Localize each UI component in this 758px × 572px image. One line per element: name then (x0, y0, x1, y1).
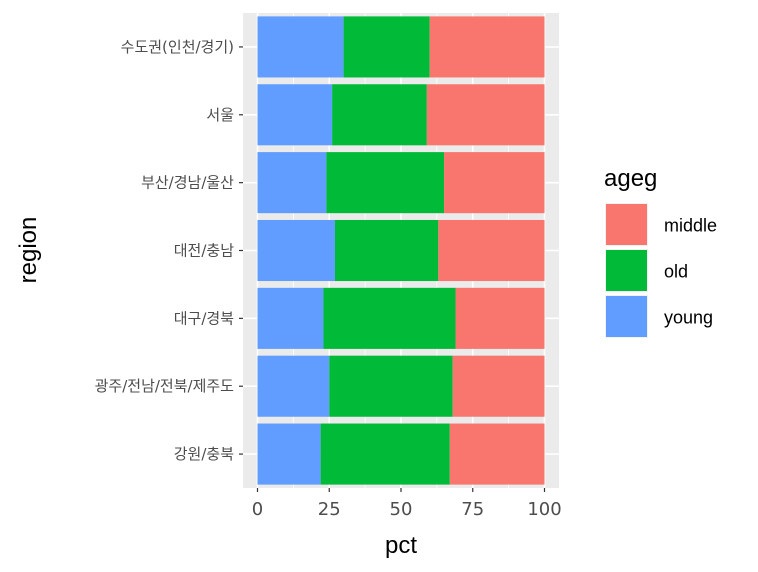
bar-segment-middle (438, 219, 545, 282)
bar-segment-young (257, 287, 324, 349)
bar-segment-old (326, 152, 445, 214)
bar-segment-middle (426, 84, 545, 146)
x-tick-label: 100 (527, 499, 561, 520)
y-tick-label: 강원/충북 (174, 445, 234, 463)
legend-key-middle (606, 204, 647, 245)
legend-label-young: young (664, 308, 713, 328)
y-tick-label: 수도권(인천/경기) (121, 38, 234, 56)
bar-segment-young (257, 84, 333, 146)
bar-segment-old (323, 287, 456, 349)
legend-title: ageg (604, 165, 657, 192)
bar-segment-young (257, 219, 335, 282)
legend: ageg middle old young (604, 165, 717, 338)
bar-segment-middle (429, 16, 545, 78)
bar-segment-old (332, 84, 427, 146)
x-axis-title: pct (385, 532, 417, 559)
y-axis: 수도권(인천/경기) 서울부산/경남/울산대전/충남대구/경북광주/전남/전북/제… (95, 38, 243, 463)
legend-key-young (606, 296, 647, 337)
legend-key-old (606, 250, 647, 291)
x-axis: 0 25 50 75 100 (252, 488, 562, 520)
bar-segment-middle (449, 423, 545, 485)
y-tick-label: 광주/전남/전북/제주도 (95, 377, 235, 395)
bar-segment-middle (452, 355, 545, 417)
bar-segment-old (343, 16, 430, 78)
y-tick-label: 대전/충남 (174, 242, 234, 260)
x-tick-label: 50 (390, 499, 413, 520)
legend-label-middle: middle (664, 216, 717, 236)
bar-segment-young (257, 355, 330, 417)
bar-segment-old (320, 423, 450, 485)
y-axis-title: region (15, 217, 42, 284)
x-tick-label: 25 (318, 499, 341, 520)
bar-segment-old (334, 219, 439, 282)
bar-segment-middle (455, 287, 545, 349)
bar-segment-young (257, 423, 321, 485)
bar-segment-young (257, 152, 327, 214)
y-tick-label: 대구/경북 (174, 309, 234, 327)
y-tick-label: 부산/경남/울산 (141, 174, 234, 192)
bar-segment-young (257, 16, 344, 78)
x-tick-label: 0 (252, 499, 263, 520)
y-tick-label: 서울 (206, 106, 234, 124)
x-tick-label: 75 (461, 499, 484, 520)
bars (257, 16, 545, 485)
bar-segment-middle (444, 152, 545, 214)
bar-segment-old (329, 355, 453, 417)
legend-label-old: old (664, 262, 688, 282)
